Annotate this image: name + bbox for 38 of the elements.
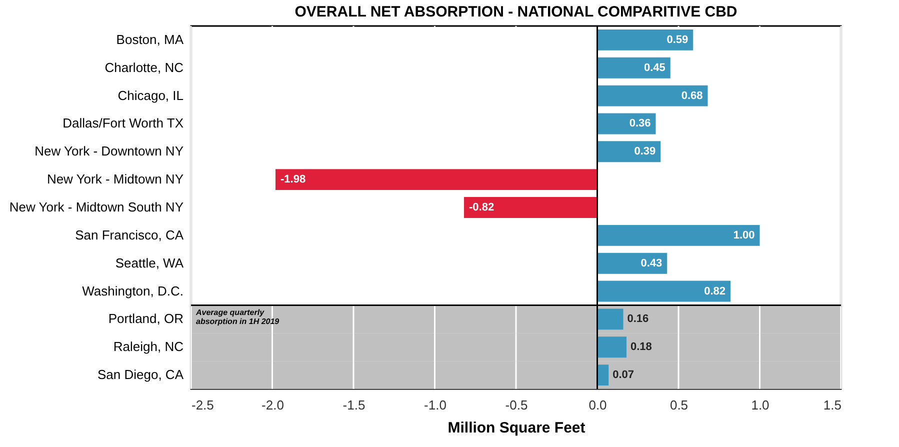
data-label: 0.18: [630, 341, 652, 354]
x-tick-label: -2.0: [262, 398, 284, 412]
x-tick-label: -1.5: [342, 398, 366, 412]
data-label: -1.98: [280, 174, 306, 186]
data-label: 0.82: [704, 285, 726, 298]
band-label: Average quarterly absorption in 1H 2019: [195, 308, 280, 326]
data-label: 0.45: [644, 62, 666, 74]
y-tick-label: Seattle, WA: [115, 255, 184, 270]
data-label: 0.07: [612, 369, 634, 382]
y-tick-label: San Diego, CA: [98, 367, 184, 382]
data-label: 0.36: [629, 118, 651, 130]
y-tick-label: San Francisco, CA: [75, 227, 184, 242]
y-tick-label: New York - Midtown South NY: [9, 200, 184, 214]
x-tick-label: -1.0: [424, 398, 446, 412]
data-label: 1.00: [733, 229, 755, 242]
y-tick-label: Boston, MA: [116, 32, 184, 47]
y-tick-label: Charlotte, NC: [104, 60, 184, 75]
y-tick-label: Portland, OR: [108, 311, 184, 326]
y-tick-label: Raleigh, NC: [113, 339, 184, 354]
y-tick-label: New York - Downtown NY: [34, 144, 184, 159]
data-label: 0.43: [640, 257, 662, 270]
y-tick-label: Chicago, IL: [118, 88, 184, 103]
x-tick-label: -0.5: [505, 398, 528, 412]
data-label: 0.16: [627, 313, 649, 326]
x-tick-label: 0.5: [670, 398, 688, 412]
x-tick-label: 1.0: [751, 398, 770, 412]
data-label: 0.59: [666, 34, 688, 46]
y-tick-label: Washington, D.C.: [82, 283, 184, 298]
data-label: -0.82: [469, 202, 494, 214]
x-tick-label: 1.5: [823, 398, 842, 412]
y-tick-label: Dallas/Fort Worth TX: [62, 116, 184, 131]
x-axis-title: Million Square Feet: [448, 420, 586, 436]
x-tick-label: -2.5: [192, 398, 214, 412]
chart-title: OVERALL NET ABSORPTION - NATIONAL COMPARITIVE CBD: [294, 3, 738, 20]
data-label: 0.68: [681, 90, 703, 102]
data-label: 0.39: [634, 146, 656, 158]
y-tick-label: New York - Midtown NY: [46, 172, 184, 187]
x-tick-label: 0.0: [588, 398, 607, 412]
